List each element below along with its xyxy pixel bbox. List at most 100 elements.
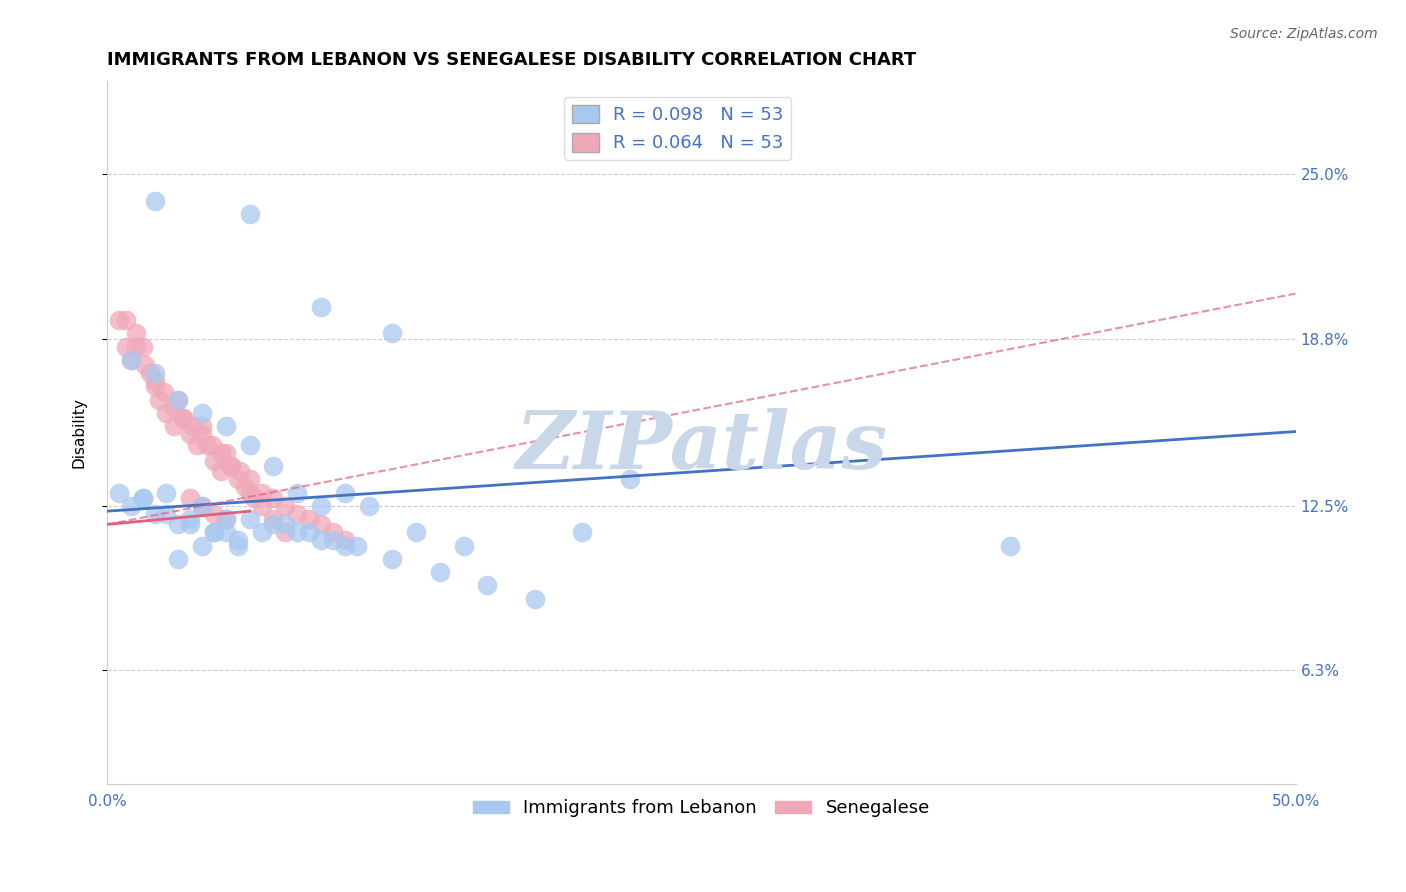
Point: [239, 207, 262, 221]
Point: [132, 491, 155, 505]
Point: [108, 313, 131, 327]
Point: [1000, 539, 1022, 553]
Point: [250, 485, 273, 500]
Point: [191, 419, 214, 434]
Point: [179, 512, 201, 526]
Point: [115, 340, 138, 354]
Point: [202, 454, 225, 468]
Point: [153, 384, 176, 399]
Point: [139, 366, 162, 380]
Point: [239, 485, 262, 500]
Point: [162, 401, 184, 415]
Point: [108, 485, 131, 500]
Point: [262, 517, 284, 532]
Point: [333, 533, 356, 548]
Point: [191, 499, 214, 513]
Point: [619, 472, 641, 486]
Point: [143, 379, 166, 393]
Point: [285, 485, 308, 500]
Point: [429, 565, 451, 579]
Point: [124, 340, 146, 354]
Point: [215, 512, 238, 526]
Point: [262, 458, 284, 473]
Point: [191, 499, 214, 513]
Point: [162, 419, 184, 434]
Point: [143, 194, 166, 208]
Point: [298, 512, 321, 526]
Point: [274, 517, 297, 532]
Point: [250, 499, 273, 513]
Point: [215, 419, 238, 434]
Point: [143, 374, 166, 388]
Point: [172, 411, 194, 425]
Point: [134, 358, 156, 372]
Point: [322, 525, 344, 540]
Point: [233, 480, 256, 494]
Point: [191, 539, 214, 553]
Point: [453, 539, 475, 553]
Point: [115, 313, 138, 327]
Point: [309, 533, 332, 548]
Point: [143, 507, 166, 521]
Point: [219, 458, 242, 473]
Point: [167, 552, 190, 566]
Point: [571, 525, 593, 540]
Point: [167, 517, 190, 532]
Point: [202, 525, 225, 540]
Point: [477, 578, 499, 592]
Point: [229, 464, 252, 478]
Text: IMMIGRANTS FROM LEBANON VS SENEGALESE DISABILITY CORRELATION CHART: IMMIGRANTS FROM LEBANON VS SENEGALESE DI…: [107, 51, 917, 69]
Point: [262, 491, 284, 505]
Point: [333, 539, 356, 553]
Point: [322, 533, 344, 548]
Point: [381, 552, 404, 566]
Point: [195, 438, 218, 452]
Point: [226, 539, 249, 553]
Point: [179, 491, 201, 505]
Point: [191, 427, 214, 442]
Point: [219, 458, 242, 473]
Point: [523, 591, 546, 606]
Point: [215, 525, 238, 540]
Y-axis label: Disability: Disability: [72, 398, 86, 468]
Point: [309, 300, 332, 314]
Point: [262, 512, 284, 526]
Point: [405, 525, 427, 540]
Point: [132, 491, 155, 505]
Point: [298, 525, 321, 540]
Point: [215, 512, 238, 526]
Point: [239, 472, 262, 486]
Point: [179, 517, 201, 532]
Point: [186, 438, 208, 452]
Point: [209, 446, 232, 460]
Point: [285, 525, 308, 540]
Point: [143, 366, 166, 380]
Point: [167, 392, 190, 407]
Point: [172, 411, 194, 425]
Point: [243, 491, 266, 505]
Point: [167, 392, 190, 407]
Point: [148, 392, 170, 407]
Point: [239, 438, 262, 452]
Text: ZIPatlas: ZIPatlas: [515, 409, 887, 486]
Legend: Immigrants from Lebanon, Senegalese: Immigrants from Lebanon, Senegalese: [465, 792, 936, 824]
Point: [381, 326, 404, 341]
Point: [202, 507, 225, 521]
Point: [155, 485, 177, 500]
Point: [181, 419, 204, 434]
Point: [191, 406, 214, 420]
Point: [209, 464, 232, 478]
Point: [333, 485, 356, 500]
Point: [239, 512, 262, 526]
Point: [120, 353, 142, 368]
Point: [226, 533, 249, 548]
Point: [309, 517, 332, 532]
Point: [357, 499, 380, 513]
Point: [274, 499, 297, 513]
Text: Source: ZipAtlas.com: Source: ZipAtlas.com: [1230, 27, 1378, 41]
Point: [132, 340, 155, 354]
Point: [250, 525, 273, 540]
Point: [215, 446, 238, 460]
Point: [202, 525, 225, 540]
Point: [120, 353, 142, 368]
